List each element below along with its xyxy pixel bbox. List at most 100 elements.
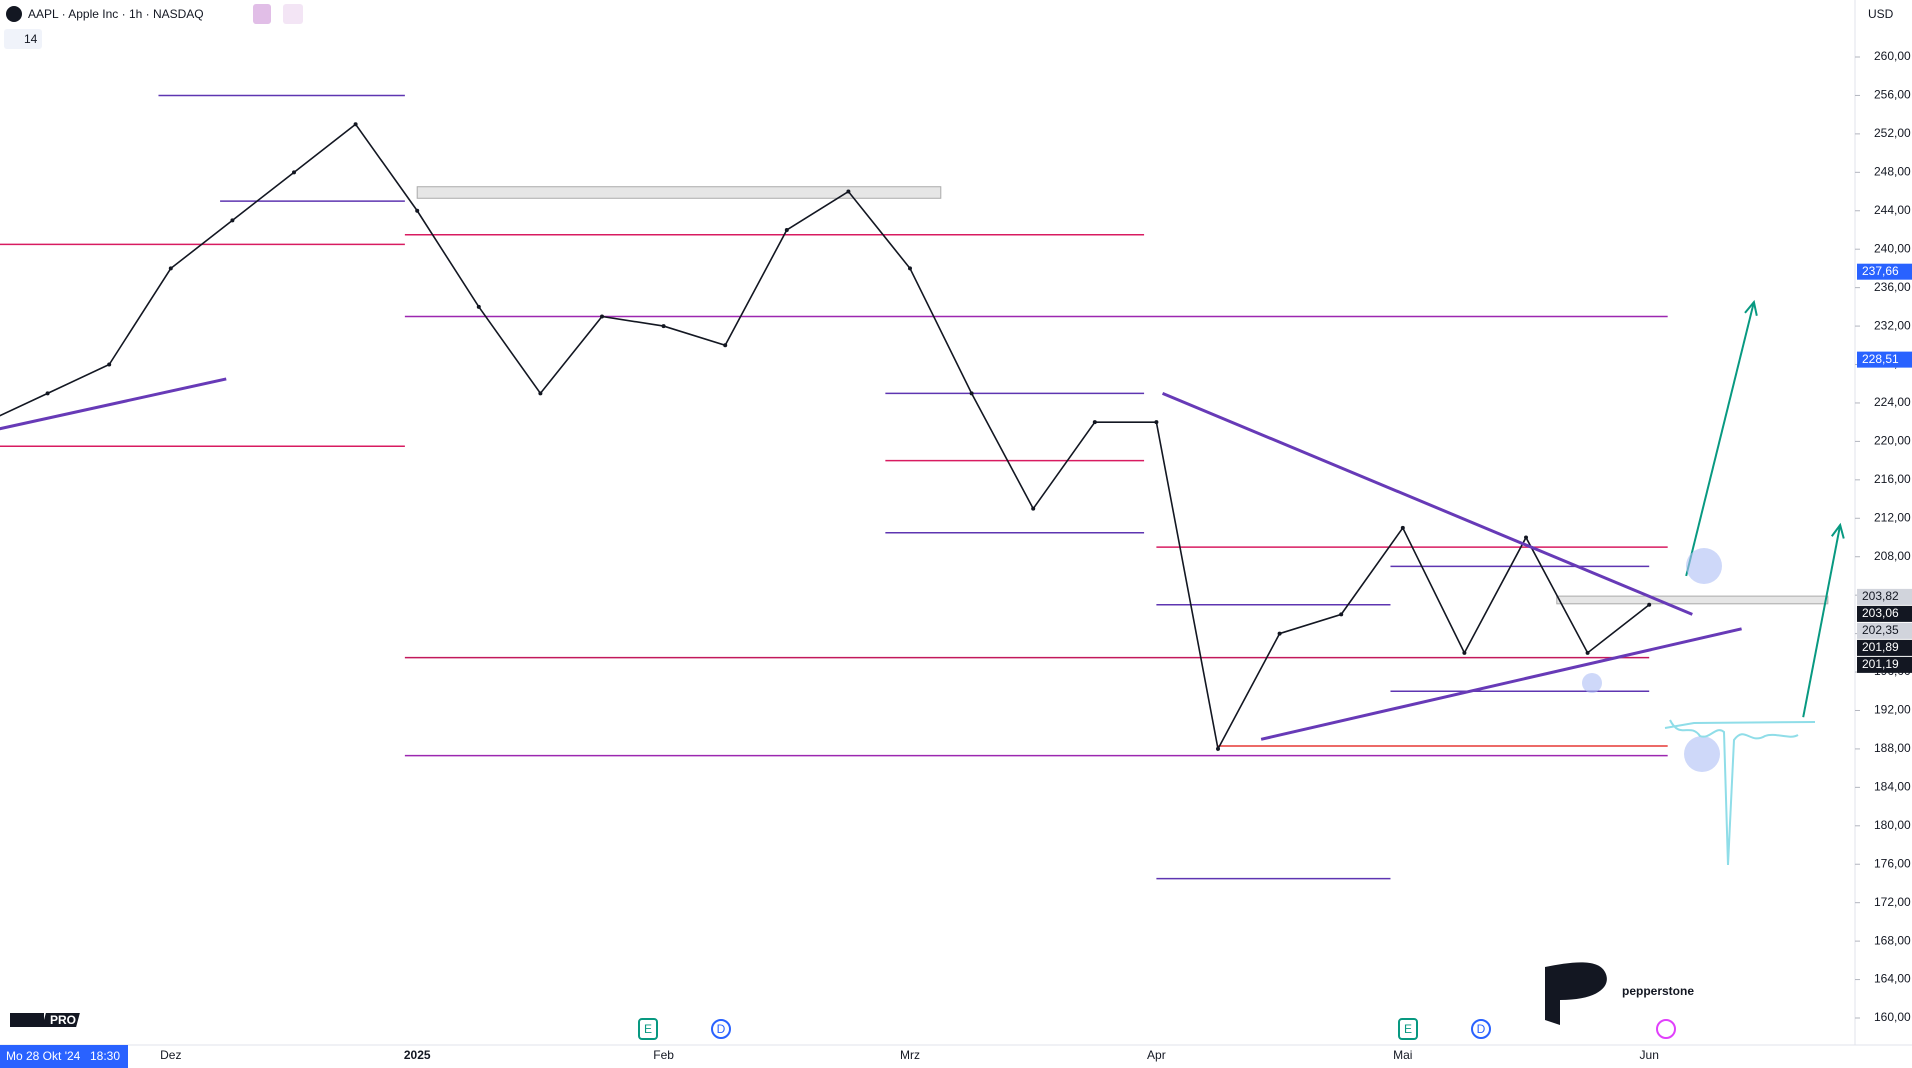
trendline xyxy=(0,377,227,431)
time-label-time: 18:30 xyxy=(90,1049,120,1063)
price-point xyxy=(45,391,50,396)
tv-logo xyxy=(10,1013,44,1027)
price-point xyxy=(168,266,173,271)
y-tick-label: 184,00 xyxy=(1874,780,1911,794)
price-point xyxy=(1216,746,1220,751)
y-tick-label: 220,00 xyxy=(1874,434,1911,448)
arrow-head xyxy=(1830,522,1845,539)
x-tick-label: Mai xyxy=(1393,1048,1412,1062)
price-point xyxy=(784,227,789,232)
price-point xyxy=(661,324,666,329)
price-point xyxy=(1647,602,1652,607)
y-tick-label: 256,00 xyxy=(1874,88,1911,102)
price-label-bg xyxy=(1857,605,1912,622)
y-tick-label: 248,00 xyxy=(1874,164,1911,178)
marker-circle xyxy=(1686,548,1722,584)
price-point xyxy=(908,266,912,271)
symbol-icon xyxy=(6,6,22,22)
price-point xyxy=(353,122,358,127)
price-zone xyxy=(416,186,942,199)
y-tick-label: 188,00 xyxy=(1874,741,1911,755)
dividend-label: D xyxy=(717,1022,726,1036)
price-point xyxy=(1400,525,1405,530)
price-label: 203,06 xyxy=(1862,606,1899,620)
marker-circle xyxy=(1582,673,1602,693)
compare-icon[interactable] xyxy=(283,4,303,24)
price-point xyxy=(1277,631,1282,636)
y-tick-label: 236,00 xyxy=(1874,280,1911,294)
price-point xyxy=(969,391,974,396)
x-tick-label: Mrz xyxy=(900,1048,920,1062)
y-tick-label: 244,00 xyxy=(1874,203,1911,217)
brand-logo: pepperstone xyxy=(1545,962,1694,1025)
price-point xyxy=(107,362,112,367)
trendline xyxy=(1161,391,1693,616)
x-tick-label: Apr xyxy=(1147,1048,1166,1062)
price-label: 201,89 xyxy=(1862,640,1899,654)
y-tick-label: 160,00 xyxy=(1874,1010,1911,1024)
price-point xyxy=(1092,420,1097,425)
indicator-value: 14 xyxy=(24,32,38,46)
y-tick-label: 252,00 xyxy=(1874,126,1911,140)
price-point xyxy=(415,208,420,213)
arrow-head xyxy=(1744,299,1758,316)
dividend-icon[interactable] xyxy=(711,1019,731,1039)
y-tick-label: 192,00 xyxy=(1874,703,1911,717)
plot-area xyxy=(0,94,1845,880)
dividend-icon[interactable] xyxy=(1471,1019,1491,1039)
y-tick-label: 240,00 xyxy=(1874,241,1911,255)
price-point xyxy=(1339,612,1344,617)
earnings-label: E xyxy=(644,1022,652,1036)
projection-sketch xyxy=(1664,719,1816,866)
logo-text: pepperstone xyxy=(1622,984,1694,998)
price-point xyxy=(1524,535,1528,540)
y-tick-label: 168,00 xyxy=(1874,933,1911,947)
dividend-label: D xyxy=(1477,1022,1486,1036)
y-tick-label: 260,00 xyxy=(1874,49,1911,63)
y-tick-label: 216,00 xyxy=(1874,472,1911,486)
logo-mark xyxy=(1545,962,1607,1025)
price-point xyxy=(292,170,296,175)
tv-pro: PRO xyxy=(50,1013,76,1027)
x-tick-label: Jun xyxy=(1640,1048,1659,1062)
price-label: 201,19 xyxy=(1862,657,1899,671)
tv-logo xyxy=(42,1013,80,1027)
price-label-bg xyxy=(1857,622,1912,639)
price-point xyxy=(600,314,604,319)
flag-icon[interactable] xyxy=(253,4,271,24)
y-tick-label: 212,00 xyxy=(1874,510,1911,524)
time-label-date: Mo 28 Okt '24 xyxy=(6,1049,81,1063)
y-tick-label: 172,00 xyxy=(1874,895,1911,909)
currency[interactable]: USD xyxy=(1868,7,1894,21)
price-label-bg xyxy=(1857,639,1912,656)
time-label-bg xyxy=(0,1045,128,1068)
earnings-icon[interactable] xyxy=(638,1018,658,1040)
arrow xyxy=(1802,524,1842,718)
price-label-bg xyxy=(1857,656,1912,673)
price-point xyxy=(1585,650,1590,655)
y-tick-label: 224,00 xyxy=(1874,395,1911,409)
price-label-bg xyxy=(1857,263,1912,280)
y-tick-label: 208,00 xyxy=(1874,549,1911,563)
price-point xyxy=(538,391,543,396)
alert-icon[interactable] xyxy=(1656,1019,1676,1039)
price-label: 237,66 xyxy=(1862,264,1899,278)
price-label: 203,82 xyxy=(1862,589,1899,603)
price-label: 202,35 xyxy=(1862,623,1899,637)
price-label-bg xyxy=(1857,588,1912,605)
y-tick-label: 232,00 xyxy=(1874,318,1911,332)
earnings-icon[interactable] xyxy=(1398,1018,1418,1040)
price-point xyxy=(476,304,481,309)
y-tick-label: 176,00 xyxy=(1874,856,1911,870)
earnings-label: E xyxy=(1404,1022,1412,1036)
price-point xyxy=(230,218,235,223)
indicator-toggle[interactable] xyxy=(4,29,42,49)
x-tick-label: 2025 xyxy=(404,1048,431,1062)
trendline xyxy=(1260,627,1742,741)
price-line xyxy=(0,123,1650,752)
x-tick-label: Feb xyxy=(653,1048,674,1062)
price-label: 228,51 xyxy=(1862,352,1899,366)
arrow xyxy=(1685,301,1755,577)
